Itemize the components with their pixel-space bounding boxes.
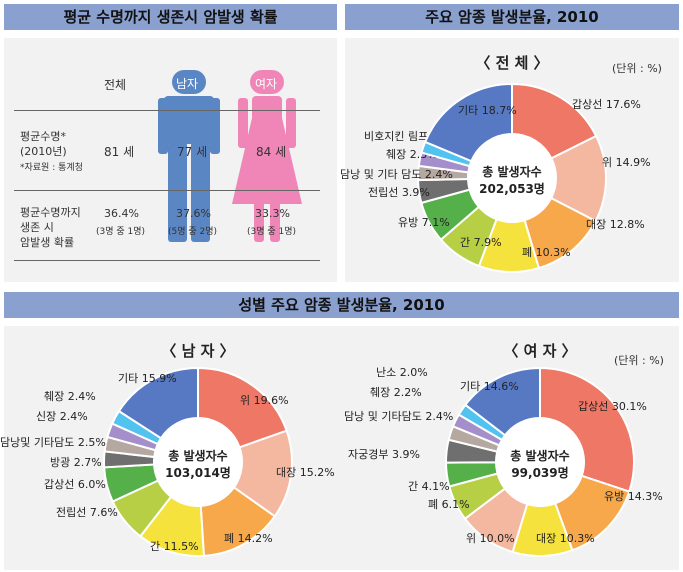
slice-label: 난소 2.0%: [376, 366, 428, 379]
slice-label: 갑상선 6.0%: [44, 478, 106, 491]
row-life-label-a: 평균수명*: [20, 130, 66, 143]
slice-label: 담낭및 기타담도 2.5%: [0, 436, 106, 449]
slice-label: 폐 6.1%: [428, 498, 470, 511]
slice-label: 대장 10.3%: [536, 532, 595, 545]
slice-label: 췌장 2.4%: [44, 390, 96, 403]
row-prob-label-c: 암발생 확률: [20, 236, 75, 249]
chart-title: 〈 여 자 〉: [503, 342, 576, 360]
slice-label: 췌장 2.2%: [370, 386, 422, 399]
slice-label: 폐 10.3%: [522, 246, 571, 259]
female-figure-icon: [232, 70, 302, 242]
total-prob-value: 36.4%: [104, 207, 139, 220]
slice-label: 갑상선 17.6%: [572, 98, 641, 111]
total-life-value: 81 세: [104, 145, 135, 159]
row-prob-label-a: 평균수명까지: [20, 206, 81, 219]
row-life-note: *자료원 : 통계청: [20, 163, 83, 173]
slice-label: 갑상선 30.1%: [578, 400, 647, 413]
donut-center: [154, 418, 242, 506]
col-female-label: 여자: [255, 77, 278, 91]
chart-title: 〈 남 자 〉: [161, 342, 234, 360]
male-life-value: 77 세: [177, 145, 208, 159]
slice-label: 기타 15.9%: [118, 372, 177, 385]
col-total-label: 전체: [104, 78, 127, 92]
female-prob-sub: (3명 중 1명): [247, 227, 297, 237]
total-prob-sub: (3명 중 1명): [96, 227, 146, 237]
slice-label: 간 4.1%: [408, 480, 450, 493]
pie-chart-1: 〈 전 체 〉 (단위 : %) 갑상선 17.6% 위 14.9% 대장 12.8% 폐…: [340, 54, 662, 273]
male-prob-value: 37.6%: [176, 207, 211, 220]
center-label: 총 발생자수: [168, 448, 227, 463]
table-divider: [14, 260, 320, 261]
slice-label: 전립선 3.9%: [368, 186, 430, 199]
row-life-label-b: (2010년): [20, 145, 67, 158]
center-value: 99,039명: [511, 466, 568, 480]
slice-label: 위 19.6%: [240, 394, 289, 407]
slice-label: 기타 14.6%: [460, 380, 519, 393]
slice-label: 담낭 및 기타 담도 2.4%: [340, 168, 453, 181]
survival-panel-header: 평균 수명까지 생존시 암발생 확률: [4, 4, 337, 30]
slice-label: 담낭 및 기타담도 2.4%: [344, 410, 453, 423]
slice-label: 간 11.5%: [150, 540, 199, 553]
overall-panel-header: 주요 암종 발생분율, 2010: [345, 4, 679, 30]
slice-label: 폐 14.2%: [224, 532, 273, 545]
slice-label: 대장 12.8%: [586, 218, 645, 231]
slice-label: 위 10.0%: [466, 532, 515, 545]
male-figure-icon: [158, 70, 220, 242]
col-male-label: 남자: [176, 77, 199, 91]
donut-center: [496, 418, 584, 506]
table-divider: [14, 190, 320, 191]
slice-label: 기타 18.7%: [458, 104, 517, 117]
unit-label: (단위 : %): [612, 62, 662, 75]
slice-label: 전립선 7.6%: [56, 506, 118, 519]
slice-label: 방광 2.7%: [50, 456, 102, 469]
female-prob-value: 33.3%: [255, 207, 290, 220]
pie-chart-3: 〈 여 자 〉 (단위 : %) 갑상선 30.1% 유방 14.3% 대장 10.3%…: [344, 342, 664, 557]
slice-label: 대장 15.2%: [276, 466, 335, 479]
male-prob-sub: (5명 중 2명): [168, 227, 218, 237]
slice-label: 신장 2.4%: [36, 410, 88, 423]
donut-center: [468, 134, 556, 222]
slice-label: 유방 14.3%: [604, 490, 663, 503]
slice-label: 간 7.9%: [460, 236, 502, 249]
female-life-value: 84 세: [256, 145, 287, 159]
center-label: 총 발생자수: [482, 164, 541, 179]
unit-label: (단위 : %): [614, 354, 664, 367]
table-divider: [14, 110, 320, 111]
center-label: 총 발생자수: [510, 448, 569, 463]
slice-label: 유방 7.1%: [398, 216, 450, 229]
row-prob-label-b: 생존 시: [20, 221, 54, 234]
slice-label: 위 14.9%: [602, 156, 651, 169]
slice-label: 자궁경부 3.9%: [348, 448, 420, 461]
chart-title: 〈 전 체 〉: [475, 54, 548, 72]
pie-chart-2: 〈 남 자 〉 위 19.6% 대장 15.2% 폐 14.2% 간 11.5% 전립선 …: [0, 342, 335, 557]
center-value: 202,053명: [479, 182, 545, 196]
center-value: 103,014명: [165, 466, 231, 480]
gender-panel-header: 성별 주요 암종 발생분율, 2010: [4, 292, 679, 318]
